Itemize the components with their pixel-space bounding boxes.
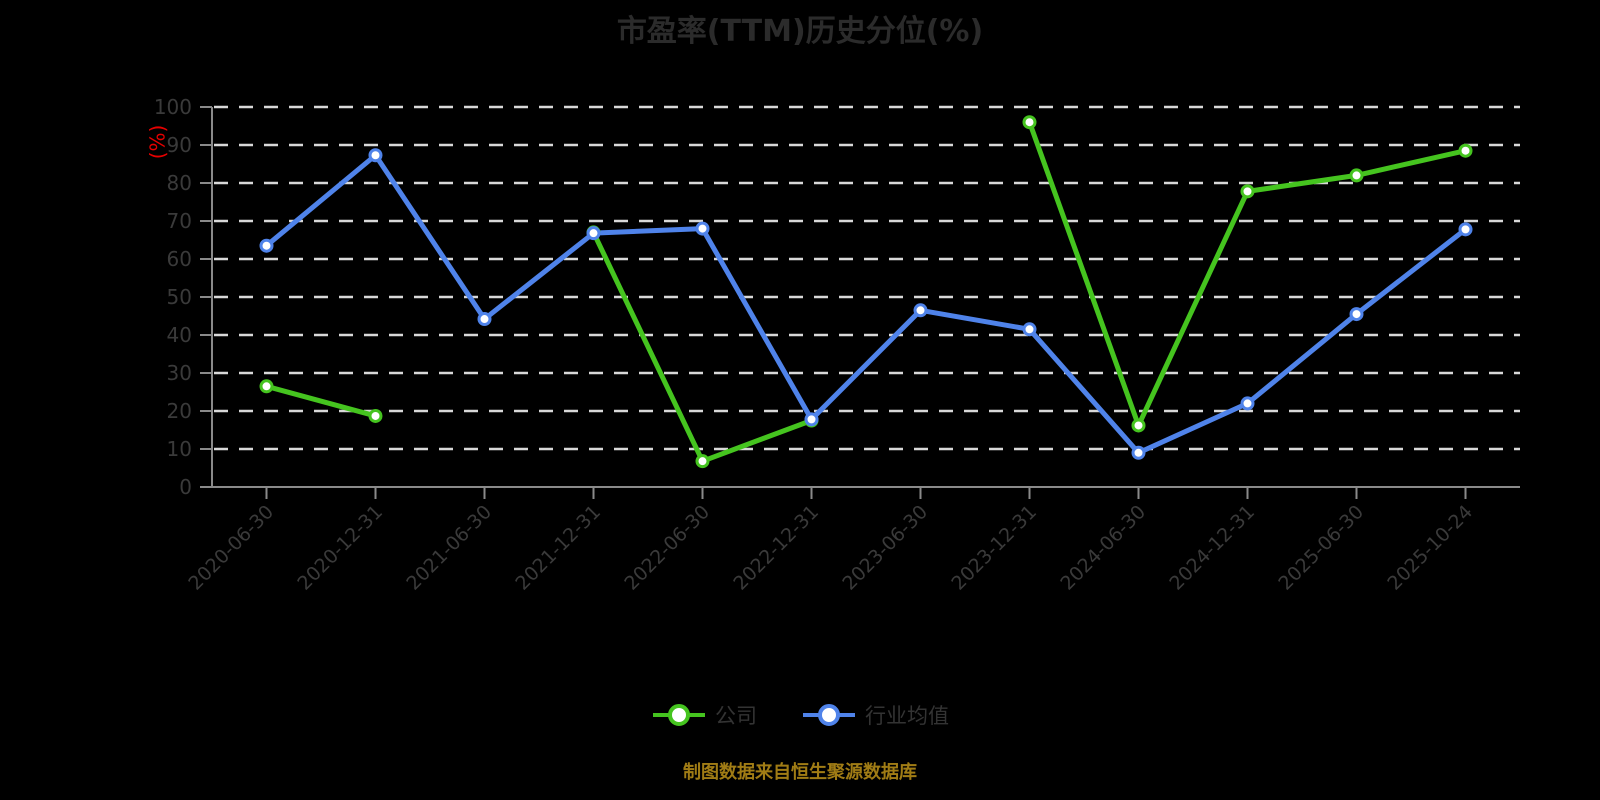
y-tick-label: 60 — [167, 247, 192, 271]
legend-label-company: 公司 — [715, 704, 757, 728]
series-points-group — [259, 115, 1473, 469]
y-tick-label: 10 — [167, 437, 192, 461]
data-point-marker[interactable] — [1022, 322, 1037, 337]
x-tick-label: 2021-06-30 — [402, 501, 496, 595]
data-point-marker[interactable] — [1131, 418, 1146, 433]
data-point-marker[interactable] — [259, 238, 274, 253]
y-tick-label: 80 — [167, 171, 192, 195]
data-point-marker[interactable] — [913, 303, 928, 318]
chart-title: 市盈率(TTM)历史分位(%) — [616, 14, 984, 49]
data-point-marker[interactable] — [1240, 184, 1255, 199]
data-point-marker[interactable] — [368, 148, 383, 163]
y-tick-group: 0 10 20 30 40 50 60 70 80 90 100 — [154, 95, 212, 499]
y-tick-label: 0 — [179, 475, 192, 499]
data-point-marker[interactable] — [695, 221, 710, 236]
legend-label-industry-average: 行业均值 — [865, 704, 949, 728]
y-tick-label: 50 — [167, 285, 192, 309]
data-point-marker[interactable] — [1458, 222, 1473, 237]
x-tick-label: 2023-06-30 — [838, 501, 932, 595]
y-tick-label: 70 — [167, 209, 192, 233]
legend-item-industry-average[interactable]: 行业均值 — [801, 700, 949, 730]
legend-item-company[interactable]: 公司 — [651, 700, 757, 730]
series-line — [264, 383, 378, 419]
data-point-marker[interactable] — [1022, 115, 1037, 130]
y-tick-label: 90 — [167, 133, 192, 157]
y-tick-label: 20 — [167, 399, 192, 423]
chart-legend: 公司 行业均值 — [0, 700, 1600, 730]
footer-data-source-note: 制图数据来自恒生聚源数据库 — [683, 762, 917, 783]
y-tick-label: 100 — [154, 95, 192, 119]
x-tick-label: 2020-06-30 — [184, 501, 278, 595]
data-point-marker[interactable] — [1131, 445, 1146, 460]
x-tick-label: 2023-12-31 — [947, 501, 1041, 595]
data-point-marker[interactable] — [1349, 168, 1364, 183]
legend-marker-industry-average — [803, 704, 855, 726]
data-point-marker[interactable] — [586, 226, 601, 241]
series-line — [264, 152, 1468, 456]
series-line — [591, 229, 814, 464]
plot-area: 0 10 20 30 40 50 60 70 80 90 100 2020-06-30 2020-12… — [154, 95, 1520, 595]
data-point-marker[interactable] — [695, 454, 710, 469]
series-line — [1027, 119, 1468, 428]
data-point-marker[interactable] — [804, 412, 819, 427]
data-point-marker[interactable] — [1349, 307, 1364, 322]
x-tick-group: 2020-06-30 2020-12-31 2021-06-30 2021-12-31… — [184, 487, 1477, 595]
x-tick-label: 2024-06-30 — [1056, 501, 1150, 595]
x-tick-label: 2021-12-31 — [511, 501, 605, 595]
x-tick-label: 2024-12-31 — [1165, 501, 1259, 595]
data-point-marker[interactable] — [477, 312, 492, 327]
gridlines-group — [214, 105, 1520, 451]
x-tick-label: 2025-06-30 — [1274, 501, 1368, 595]
y-tick-label: 30 — [167, 361, 192, 385]
x-tick-label: 2020-12-31 — [293, 501, 387, 595]
x-tick-label: 2022-06-30 — [620, 501, 714, 595]
y-tick-label: 40 — [167, 323, 192, 347]
data-point-marker[interactable] — [259, 379, 274, 394]
data-point-marker[interactable] — [1458, 143, 1473, 158]
data-point-marker[interactable] — [1240, 396, 1255, 411]
data-point-marker[interactable] — [368, 408, 383, 423]
x-tick-label: 2022-12-31 — [729, 501, 823, 595]
x-tick-label: 2025-10-24 — [1383, 501, 1477, 595]
legend-marker-company — [653, 704, 705, 726]
